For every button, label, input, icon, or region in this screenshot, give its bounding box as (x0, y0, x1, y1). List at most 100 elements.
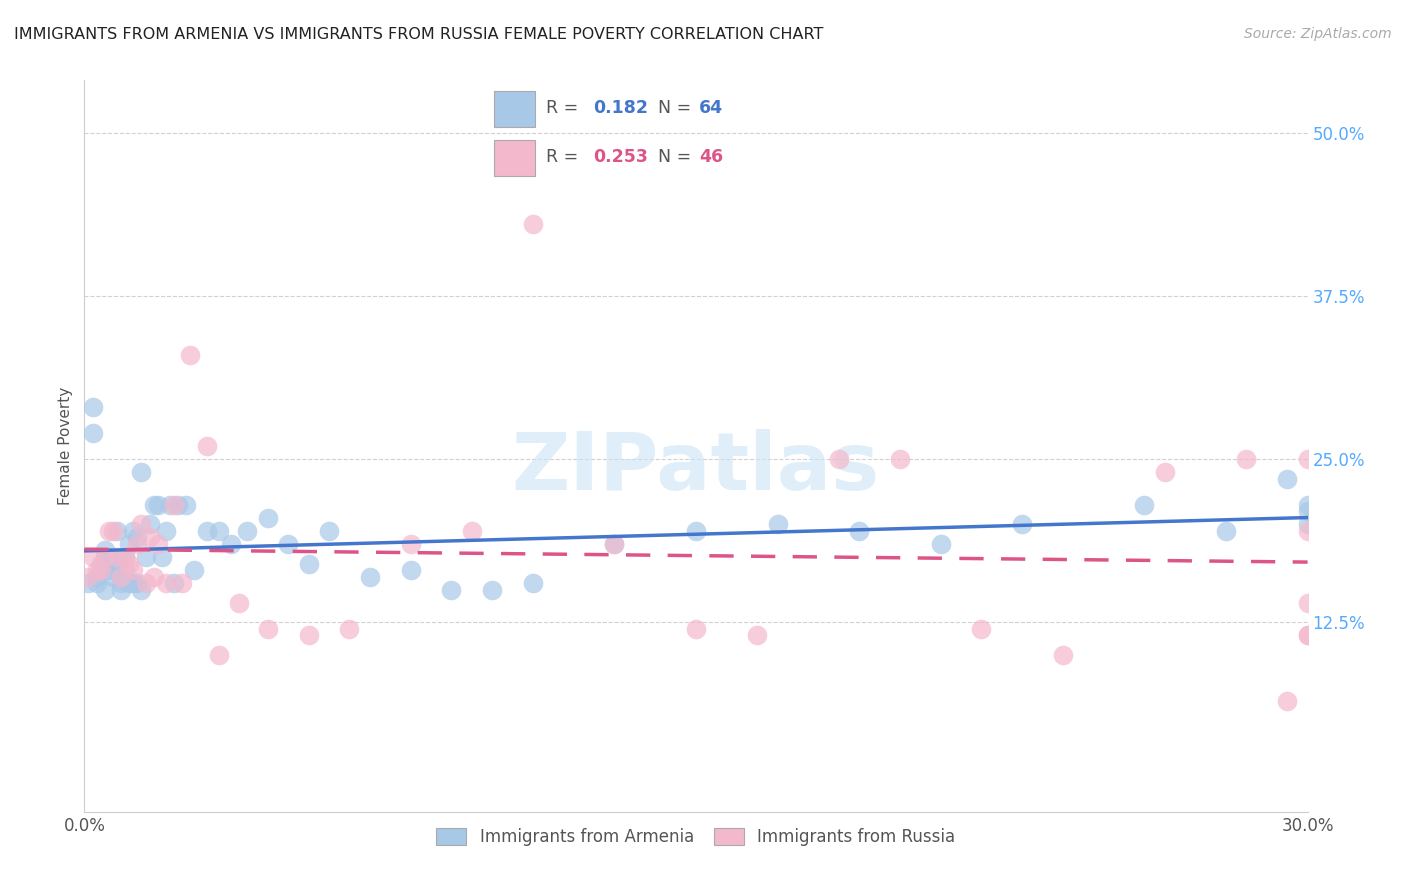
Point (208, 648, 231, 662)
Point (118, 557, 141, 571)
Text: Source: ZipAtlas.com: Source: ZipAtlas.com (1244, 27, 1392, 41)
Point (522, 217, 544, 231)
Y-axis label: Female Poverty: Female Poverty (58, 387, 73, 505)
Point (1296, 628, 1319, 642)
Point (208, 524, 231, 538)
Point (461, 524, 484, 538)
Point (146, 537, 169, 551)
Point (195, 524, 218, 538)
Point (114, 549, 136, 564)
Point (97, 524, 120, 538)
Point (90, 563, 112, 577)
Point (86, 569, 108, 583)
Point (90, 557, 112, 571)
Text: IMMIGRANTS FROM ARMENIA VS IMMIGRANTS FROM RUSSIA FEMALE POVERTY CORRELATION CHA: IMMIGRANTS FROM ARMENIA VS IMMIGRANTS FR… (14, 27, 824, 42)
Point (172, 576, 194, 591)
Point (114, 563, 136, 577)
Point (298, 557, 321, 571)
Point (828, 452, 851, 467)
Point (685, 622, 707, 636)
Point (82, 425, 104, 440)
Point (1011, 517, 1033, 532)
Point (481, 582, 503, 597)
Point (82, 400, 104, 414)
Point (105, 563, 128, 577)
Point (163, 498, 186, 512)
Point (101, 549, 124, 564)
Point (138, 530, 160, 544)
Point (86, 563, 108, 577)
Point (1052, 648, 1074, 662)
Point (82, 549, 104, 564)
Point (135, 549, 157, 564)
Point (146, 498, 169, 512)
Point (766, 517, 789, 532)
Point (150, 549, 173, 564)
Point (1277, 472, 1299, 486)
Point (1296, 504, 1319, 518)
Point (122, 524, 145, 538)
Point (1296, 596, 1319, 610)
Point (228, 596, 250, 610)
Point (167, 498, 190, 512)
Point (159, 498, 181, 512)
Point (138, 517, 160, 532)
Point (122, 563, 145, 577)
Point (1296, 517, 1319, 532)
Point (131, 465, 153, 479)
Point (155, 576, 177, 591)
Point (929, 537, 952, 551)
Point (118, 537, 141, 551)
Point (1296, 524, 1319, 538)
Point (1215, 524, 1237, 538)
Point (90, 563, 112, 577)
Point (174, 498, 197, 512)
Point (359, 569, 381, 583)
Point (318, 524, 340, 538)
Point (105, 549, 128, 564)
Point (277, 537, 299, 551)
Point (179, 348, 201, 362)
Point (298, 628, 321, 642)
Point (77, 569, 100, 583)
Point (236, 524, 259, 538)
Point (603, 537, 626, 551)
Point (1296, 452, 1319, 467)
Point (685, 524, 707, 538)
Point (110, 582, 132, 597)
Point (1154, 465, 1177, 479)
Point (1277, 694, 1299, 708)
Point (1296, 628, 1319, 642)
Point (339, 622, 361, 636)
Point (86, 576, 108, 591)
Point (101, 569, 124, 583)
Point (118, 576, 141, 591)
Point (257, 511, 280, 525)
Point (97, 563, 120, 577)
Point (127, 537, 149, 551)
Point (114, 549, 136, 564)
Point (183, 563, 205, 577)
Point (101, 524, 124, 538)
Point (889, 452, 911, 467)
Point (127, 576, 149, 591)
Legend: Immigrants from Armenia, Immigrants from Russia: Immigrants from Armenia, Immigrants from… (427, 820, 965, 855)
Point (142, 569, 165, 583)
Point (163, 576, 186, 591)
Point (110, 569, 132, 583)
Point (848, 524, 870, 538)
Point (93, 582, 115, 597)
Point (1296, 498, 1319, 512)
Text: ZIPatlas: ZIPatlas (512, 429, 880, 507)
Point (257, 622, 280, 636)
Point (399, 537, 422, 551)
Point (110, 557, 132, 571)
Point (105, 524, 128, 538)
Point (93, 543, 115, 558)
Point (219, 537, 242, 551)
Point (131, 517, 153, 532)
Point (1236, 452, 1258, 467)
Point (122, 576, 145, 591)
Point (1133, 498, 1156, 512)
Point (127, 530, 149, 544)
